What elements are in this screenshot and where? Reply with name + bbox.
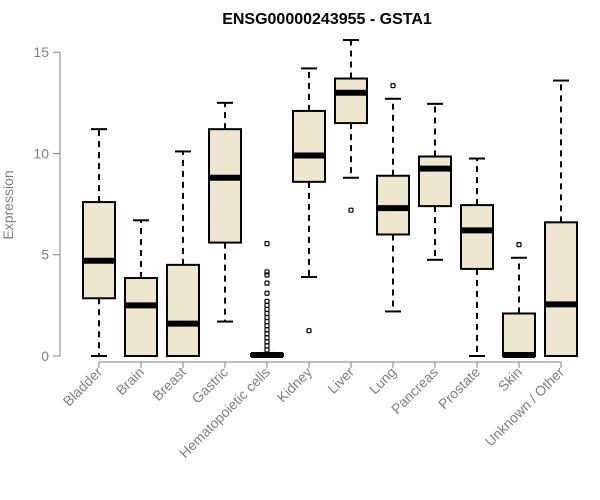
outlier-point: [264, 306, 270, 313]
outlier-point: [264, 302, 270, 308]
box-hematopoietic-cells: [250, 240, 284, 358]
outlier-point: [264, 314, 270, 321]
box-iqr: [460, 204, 494, 270]
outlier-point: [264, 318, 270, 325]
x-tick-label: Bladder: [60, 364, 106, 410]
x-tick-label: Lung: [366, 364, 399, 397]
outlier-point: [264, 298, 270, 304]
outlier-point: [306, 328, 312, 334]
outlier-point: [264, 343, 270, 349]
x-tick-label: Unknown / Other: [482, 364, 568, 450]
y-tick-label: 0: [41, 348, 49, 364]
y-axis: 0 5 10 15: [33, 44, 61, 364]
box-iqr: [208, 128, 242, 244]
outlier-point: [264, 347, 270, 353]
outlier-point: [264, 339, 270, 345]
y-tick-label: 15: [33, 44, 49, 60]
outlier-point: [264, 323, 270, 329]
x-tick-label: Pancreas: [388, 364, 441, 417]
outlier-point: [264, 335, 270, 341]
box-brain: [124, 219, 158, 358]
box-iqr: [166, 263, 200, 357]
outlier-point: [264, 272, 270, 278]
box-lung: [376, 83, 410, 313]
x-tick-label: Breast: [149, 364, 189, 404]
y-tick-label: 10: [33, 145, 49, 161]
box-kidney: [292, 67, 326, 334]
box-iqr: [376, 174, 410, 236]
box-prostate: [460, 157, 494, 357]
box-gastric: [208, 101, 242, 323]
box-liver: [334, 39, 368, 213]
y-axis-label: Expression: [0, 170, 16, 239]
box-iqr: [82, 201, 116, 300]
outlier-point: [348, 207, 354, 213]
box-iqr: [418, 155, 452, 208]
box-iqr: [502, 312, 536, 357]
x-tick-label: Prostate: [435, 364, 483, 412]
outlier-point: [264, 310, 270, 317]
box-iqr: [292, 109, 326, 183]
boxes: [82, 39, 578, 358]
outlier-point: [390, 83, 396, 89]
box-pancreas: [418, 102, 452, 261]
outlier-point: [264, 331, 270, 337]
outlier-point: [264, 240, 270, 247]
x-tick-label: Skin: [495, 364, 526, 395]
outlier-point: [264, 280, 270, 286]
box-skin: [502, 242, 536, 358]
box-breast: [166, 150, 200, 357]
x-tick-label: Liver: [324, 364, 357, 397]
outlier-point: [264, 269, 270, 275]
outlier-point: [264, 327, 270, 333]
chart-title: ENSG00000243955 - GSTA1: [222, 11, 432, 28]
outlier-point: [516, 242, 522, 248]
box-unknown-other: [544, 79, 578, 357]
box-iqr: [334, 77, 368, 125]
box-bladder: [82, 128, 116, 357]
outlier-point: [264, 290, 270, 296]
x-tick-label: Kidney: [274, 364, 316, 406]
x-tick-label: Brain: [113, 364, 147, 398]
box-iqr: [544, 221, 578, 357]
box-iqr: [124, 277, 158, 358]
y-tick-label: 5: [41, 247, 49, 263]
